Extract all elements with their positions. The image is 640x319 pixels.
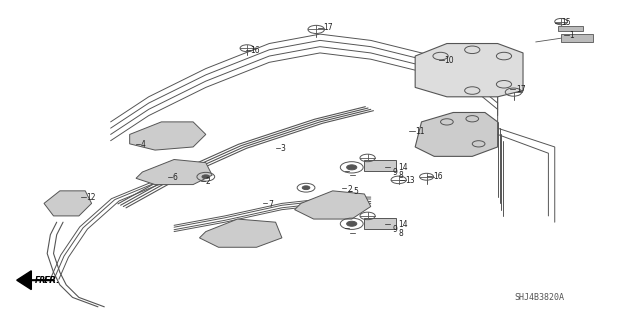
Polygon shape bbox=[415, 43, 523, 97]
Text: 17: 17 bbox=[323, 23, 333, 32]
Text: 12: 12 bbox=[86, 193, 96, 202]
Text: 9: 9 bbox=[392, 167, 397, 176]
Text: 5: 5 bbox=[353, 187, 358, 196]
Text: 16: 16 bbox=[433, 172, 442, 181]
Text: 16: 16 bbox=[250, 46, 260, 55]
Text: 7: 7 bbox=[268, 199, 273, 209]
Text: FR.: FR. bbox=[44, 276, 61, 285]
Text: 1: 1 bbox=[570, 31, 574, 40]
Circle shape bbox=[302, 186, 310, 189]
Text: SHJ4B3820A: SHJ4B3820A bbox=[514, 293, 564, 302]
Text: 8: 8 bbox=[399, 229, 403, 238]
Text: 14: 14 bbox=[399, 163, 408, 173]
Text: 15: 15 bbox=[561, 18, 571, 27]
Text: 4: 4 bbox=[141, 140, 146, 149]
Bar bbox=[558, 26, 583, 31]
Polygon shape bbox=[44, 191, 92, 216]
Polygon shape bbox=[200, 219, 282, 247]
Text: FR.: FR. bbox=[35, 276, 49, 285]
Bar bbox=[364, 218, 396, 229]
Text: 17: 17 bbox=[516, 85, 526, 94]
Polygon shape bbox=[17, 271, 31, 290]
Text: 2: 2 bbox=[206, 177, 211, 186]
Text: 6: 6 bbox=[173, 173, 178, 182]
Polygon shape bbox=[130, 122, 206, 150]
Text: 11: 11 bbox=[415, 127, 425, 136]
Circle shape bbox=[347, 221, 356, 226]
Text: 2: 2 bbox=[348, 185, 352, 194]
Text: 9: 9 bbox=[392, 225, 397, 234]
Circle shape bbox=[202, 175, 210, 179]
Text: 3: 3 bbox=[281, 144, 285, 153]
Bar bbox=[561, 34, 593, 42]
Bar bbox=[364, 160, 396, 171]
Polygon shape bbox=[415, 113, 498, 156]
Polygon shape bbox=[294, 191, 371, 219]
Text: 14: 14 bbox=[399, 220, 408, 229]
Text: 10: 10 bbox=[444, 56, 453, 65]
Circle shape bbox=[347, 165, 356, 170]
Text: 13: 13 bbox=[406, 176, 415, 185]
Text: 8: 8 bbox=[399, 171, 403, 180]
Polygon shape bbox=[136, 160, 212, 185]
